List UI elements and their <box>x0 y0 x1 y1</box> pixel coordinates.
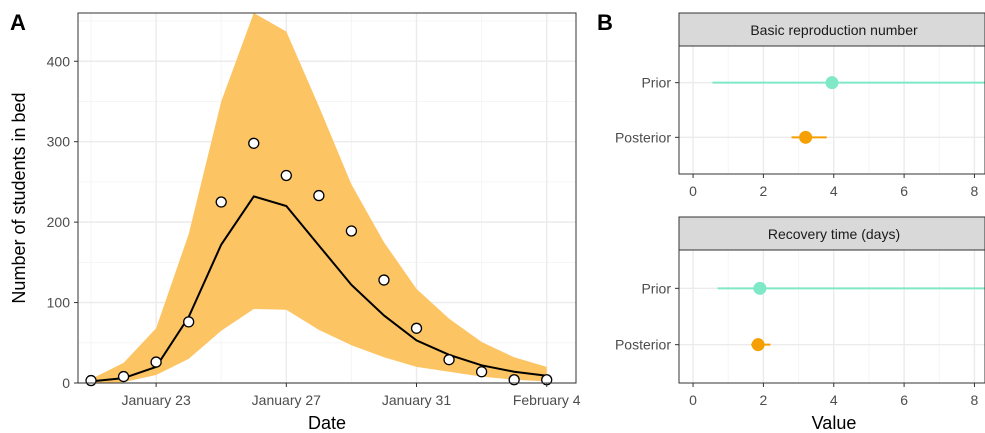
panel-b-top-marks <box>712 76 985 144</box>
strip-top-title: Basic reproduction number <box>750 22 918 38</box>
panel-a: January 23 January 27 January 31 February 4… <box>9 12 581 433</box>
panel-b-top: Basic reproduction number Prior Posterior… <box>615 12 985 199</box>
strip-top <box>678 12 985 47</box>
value-axis-title: Value <box>812 413 857 433</box>
prior-point <box>825 76 839 90</box>
panel-b-top-y-ticks: Prior Posterior <box>615 75 679 145</box>
panel-b-top-grid <box>679 46 985 174</box>
observed-point <box>85 374 97 387</box>
observed-point <box>345 225 358 237</box>
x-tick-label: 2 <box>760 183 768 199</box>
x-tick-label: January 27 <box>252 392 321 408</box>
x-axis-title: Date <box>308 413 346 433</box>
observed-point <box>410 322 423 334</box>
panel-b-bottom-border <box>678 249 985 384</box>
panel-b-bottom-x-ticks: 0 2 4 6 8 <box>689 383 979 408</box>
x-tick-label: 4 <box>830 392 838 408</box>
observed-point <box>443 354 455 366</box>
posterior-point <box>751 338 765 352</box>
fitted-line <box>90 195 547 383</box>
panel-a-x-ticks: January 23 January 27 January 31 February 4 <box>121 383 581 408</box>
facet-background <box>679 46 985 174</box>
x-tick-label: January 23 <box>121 392 190 408</box>
panel-b-label: B <box>597 10 613 35</box>
x-tick-label: 4 <box>830 183 838 199</box>
observed-point <box>183 316 195 328</box>
x-tick-label: 6 <box>900 183 908 199</box>
panel-b-bottom-grid <box>679 250 985 383</box>
x-tick-label: February 4 <box>513 392 581 408</box>
panel-b-top-x-ticks: 0 2 4 6 8 <box>689 174 979 199</box>
observed-point <box>280 169 292 182</box>
observed-point <box>313 189 325 202</box>
panel-b-top-border <box>678 45 985 175</box>
strip-bottom <box>678 216 985 251</box>
strip-bottom-title: Recovery time (days) <box>768 226 900 242</box>
observed-point <box>117 370 130 383</box>
observed-points <box>85 137 553 387</box>
x-tick-label: 2 <box>760 392 768 408</box>
y-tick-label: 100 <box>47 295 71 311</box>
panel-a-label: A <box>10 10 26 35</box>
observed-point <box>508 374 520 386</box>
prior-point <box>753 281 767 295</box>
x-tick-label: 6 <box>900 392 908 408</box>
observed-point <box>215 196 227 208</box>
panel-b-bottom-marks <box>717 281 985 352</box>
category-label: Prior <box>641 280 671 296</box>
panel-b-bottom-y-ticks: Prior Posterior <box>615 280 679 353</box>
observed-point <box>475 366 488 378</box>
x-tick-label: 0 <box>689 183 697 199</box>
y-tick-label: 300 <box>47 134 71 150</box>
observed-point <box>248 137 260 149</box>
y-tick-label: 0 <box>62 375 70 391</box>
category-label: Posterior <box>615 129 671 145</box>
x-tick-label: 8 <box>971 183 979 199</box>
y-tick-label: 400 <box>47 53 71 69</box>
y-axis-title: Number of students in bed <box>9 92 29 303</box>
category-label: Posterior <box>615 337 671 353</box>
y-tick-label: 200 <box>47 214 71 230</box>
observed-point <box>150 356 162 368</box>
panel-b-bottom: Recovery time (days) Prior Posterior 0 2 4 6… <box>615 216 985 433</box>
category-label: Prior <box>641 75 671 91</box>
panel-a-border <box>77 12 577 384</box>
panel-a-y-ticks: 0 100 200 300 400 <box>47 53 78 391</box>
posterior-point <box>799 130 813 144</box>
facet-background <box>679 250 985 383</box>
observed-point <box>378 274 390 286</box>
x-tick-label: 8 <box>971 392 979 408</box>
x-tick-label: January 31 <box>382 392 451 408</box>
x-tick-label: 0 <box>689 392 697 408</box>
